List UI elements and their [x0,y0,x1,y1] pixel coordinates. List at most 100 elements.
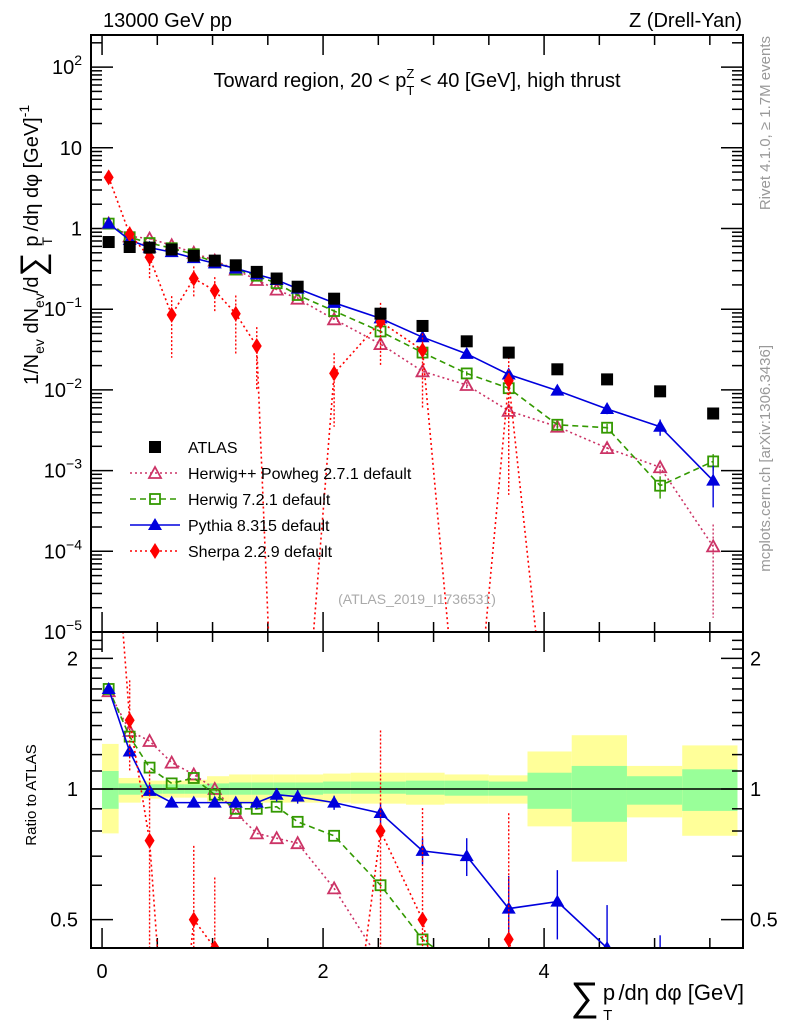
data-point [600,401,615,414]
legend: ATLAS Herwig++ Powheg 2.7.1 default Herwig… [130,440,412,561]
x-tick-label: 0 [96,961,107,983]
main-axis-ticks [91,35,743,633]
ratio-y-tick-label-right: 1 [750,779,761,801]
ratio-point [143,761,156,774]
title-sub: T [406,83,414,98]
ratio-frame [90,631,744,949]
data-point [601,373,614,386]
data-point [250,265,263,278]
rivet-label: Rivet 4.1.0, ≥ 1.7M events [757,36,774,210]
band-inner [626,776,683,805]
data-point [460,335,473,348]
data-point [290,290,306,305]
ratio-point [124,712,135,729]
ratio-point [290,789,305,802]
data-point [165,243,178,256]
ratio-point [461,1016,473,1024]
legend-marker [149,493,161,505]
ratio-point [249,825,265,840]
ylabel-part: 1/N [21,354,43,385]
ratio-bands [102,735,738,862]
y-tick-label: 10−4 [44,536,82,563]
ratio-point [269,787,284,800]
data-point [144,249,155,266]
plot-title: Toward region, 20 < pZ T < 40 [GeV], high… [213,66,620,98]
ratio-y-axis-label: Ratio to ATLAS [23,744,40,845]
data-point [653,419,668,432]
ratio-point [290,835,306,850]
ratio-point [144,832,155,849]
ratio-y-tick-label: 0.5 [50,910,78,932]
tick-base: 10 [52,57,74,79]
band-inner [571,765,627,822]
data-point [166,306,177,323]
legend-entry: Sherpa 2.2.9 default [130,543,333,561]
legend-label: Herwig++ Powheg 2.7.1 default [188,466,412,483]
data-point [415,363,431,378]
ylabel-part: /dη dφ [GeV] [21,117,43,237]
band-inner [405,780,445,795]
tick-exp: −5 [66,617,82,633]
data-point [101,216,116,229]
data-point [143,241,156,254]
data-point [705,538,721,553]
y-tick-label: 10−5 [44,617,82,644]
tick-exp: −2 [66,375,82,391]
data-point [188,270,199,287]
legend-label: Pythia 8.315 default [188,518,330,535]
ratio-panel: 2 2 1 1 0.5 0.5 0 2 4 Ratio to ATLAS ∑ p T /dη dφ… [23,631,778,1024]
ratio-point [142,733,158,747]
data-point [416,319,429,332]
data-point [654,479,667,492]
ratio-point [501,901,516,914]
legend-label: Sherpa 2.2.9 default [188,544,333,561]
ratio-y-tick-labels: 2 2 1 1 0.5 0.5 [50,648,778,931]
tick-base: 10 [60,138,82,160]
ratio-point [165,777,178,790]
data-point [124,226,135,243]
tick-base: 1 [71,219,82,241]
ratio-point [326,880,342,895]
ratio-series-herwig-7-2-1-default [102,683,436,948]
data-point [270,272,283,285]
data-point [459,346,474,359]
ratio-point [228,805,244,819]
data-point [249,272,265,286]
ratio-point [249,795,264,808]
y-tick-label: 10 [60,138,82,160]
ratio-point [417,911,428,928]
header-right: Z (Drell-Yan) [629,10,742,32]
data-point [415,330,430,343]
legend-entry: Pythia 8.315 default [130,518,330,535]
ylabel-sub: ev [31,339,47,354]
band-inner [323,781,351,794]
tick-exp: −4 [66,536,82,552]
series-atlas [102,236,720,420]
tick-base: 10 [44,299,66,321]
x-tick-label: 4 [539,961,550,983]
ratio-point [207,795,222,808]
ratio-point [122,744,137,757]
ylabel-sup: -1 [16,105,32,118]
ylabel-sub: T [39,237,55,246]
legend-marker [148,518,162,530]
ratio-point [503,931,514,948]
y-tick-label: 10−3 [44,456,82,483]
data-point [654,385,667,398]
ratio-point [327,795,342,808]
xlabel-part: p [603,980,615,1005]
data-point [599,440,615,455]
data-point [326,311,342,326]
ratio-point [375,956,387,967]
y-tick-label: 1 [71,219,82,241]
y-tick-label: 10−2 [44,375,82,402]
data-point [551,363,564,376]
ratio-point [270,800,283,813]
data-point [374,307,387,320]
data-point [291,280,304,293]
data-point [251,338,262,355]
data-point [187,249,200,262]
ratio-y-tick-label: 2 [67,648,78,670]
